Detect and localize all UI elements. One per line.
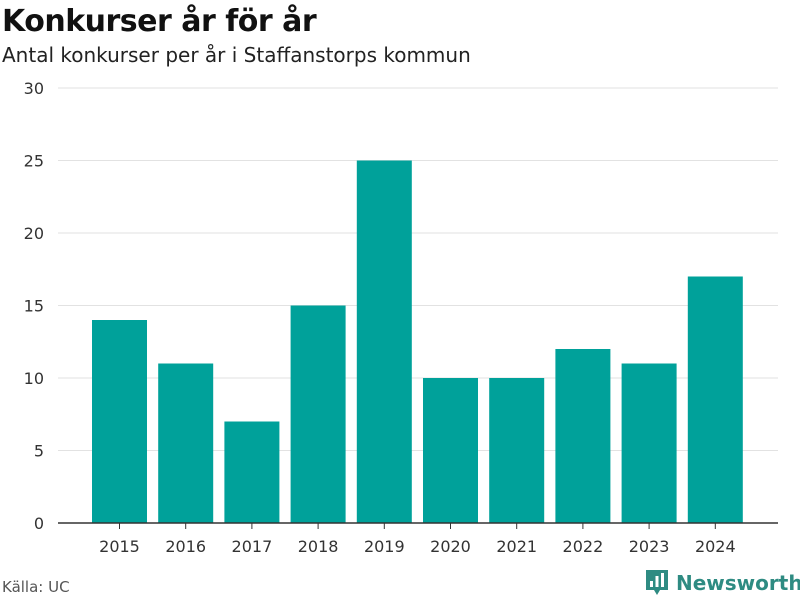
y-tick-label: 5: [34, 442, 44, 461]
x-tick-label: 2024: [695, 537, 736, 556]
x-tick-label: 2019: [364, 537, 405, 556]
brand-logo[interactable]: Newsworthy: [644, 568, 800, 598]
y-tick-label: 25: [24, 152, 44, 171]
bar-2022: [555, 349, 611, 523]
bar-2019: [356, 160, 412, 523]
source-label: Källa: UC: [2, 578, 70, 596]
x-tick-label: 2020: [430, 537, 471, 556]
y-tick-label: 10: [24, 369, 44, 388]
bar-2020: [423, 378, 478, 523]
bar-2017: [224, 421, 280, 523]
x-tick-label: 2018: [298, 537, 339, 556]
chart-subtitle: Antal konkurser per år i Staffanstorps k…: [2, 43, 471, 67]
bar-2021: [489, 378, 545, 523]
bar-2023: [621, 363, 677, 523]
x-tick-label: 2022: [563, 537, 604, 556]
x-tick-label: 2021: [496, 537, 537, 556]
bar-2018: [290, 305, 346, 523]
bar-2024: [687, 276, 743, 523]
y-tick-label: 30: [24, 79, 44, 98]
x-tick-label: 2023: [629, 537, 670, 556]
y-tick-label: 0: [34, 514, 44, 533]
x-tick-label: 2015: [99, 537, 140, 556]
x-tick-label: 2016: [165, 537, 206, 556]
x-tick-label: 2017: [232, 537, 273, 556]
y-tick-label: 20: [24, 224, 44, 243]
chart-title: Konkurser år för år: [2, 4, 317, 39]
brand-name: Newsworthy: [676, 571, 800, 595]
bar-2015: [92, 320, 147, 523]
newsworthy-logo-icon: [646, 570, 668, 595]
bar-2016: [158, 363, 214, 523]
y-tick-label: 15: [24, 297, 44, 316]
